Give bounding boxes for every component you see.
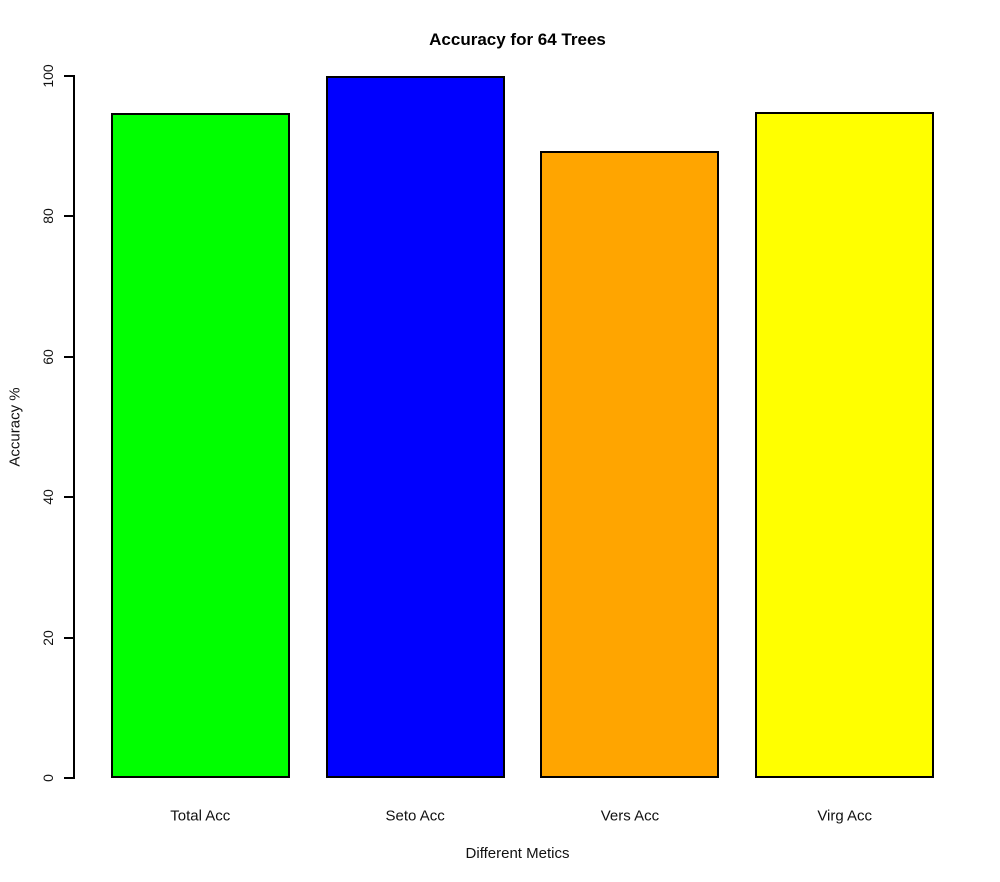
bar-vers-acc bbox=[540, 151, 720, 778]
y-tick-label: 20 bbox=[40, 629, 56, 646]
x-category-label: Virg Acc bbox=[817, 807, 873, 825]
y-axis-title: Accuracy % bbox=[6, 387, 24, 467]
bar-virg-acc bbox=[755, 111, 935, 778]
y-tick-label: 0 bbox=[40, 774, 56, 782]
x-category-label: Vers Acc bbox=[600, 807, 660, 825]
y-tick-label: 100 bbox=[40, 64, 56, 88]
y-axis-tick bbox=[64, 496, 73, 499]
x-category-label: Total Acc bbox=[170, 807, 231, 825]
x-category-label: Seto Acc bbox=[385, 807, 445, 825]
y-axis-tick bbox=[64, 355, 73, 358]
chart-title: Accuracy for 64 Trees bbox=[429, 30, 606, 49]
y-axis-line bbox=[73, 75, 75, 779]
x-axis-title: Different Metics bbox=[465, 845, 570, 862]
y-tick-label: 60 bbox=[40, 349, 56, 365]
y-tick-label: 40 bbox=[40, 489, 56, 505]
y-axis-tick bbox=[64, 636, 73, 639]
y-axis-tick bbox=[64, 777, 73, 779]
y-axis-tick bbox=[64, 215, 73, 218]
y-tick-label: 80 bbox=[40, 208, 56, 225]
y-axis-tick bbox=[64, 75, 73, 77]
bar-seto-acc bbox=[325, 76, 505, 778]
bar-total-acc bbox=[110, 113, 290, 778]
